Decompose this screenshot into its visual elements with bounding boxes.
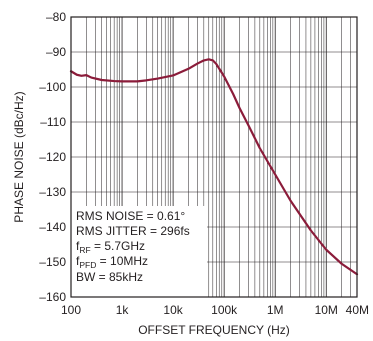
x-tick-label: 40M: [346, 303, 369, 317]
annotation-box: RMS NOISE = 0.61° RMS JITTER = 296fs fRF…: [71, 206, 207, 297]
bw-label: BW = 85kHz: [76, 270, 143, 284]
rms-noise-label: RMS NOISE = 0.61°: [76, 209, 185, 223]
y-tick-label: –90: [46, 45, 66, 59]
plot-frame: [70, 16, 358, 298]
fpfd-subscript: PFD: [79, 260, 96, 270]
y-tick-label: –100: [39, 80, 66, 94]
y-tick-label: –150: [39, 255, 66, 269]
fpfd-value: = 10MHz: [96, 254, 148, 268]
x-tick-label: 10M: [315, 303, 338, 317]
annotation-background: [71, 206, 207, 297]
series-group: [69, 58, 359, 276]
x-tick-labels: 100 1k 10k 100k 1M 10M 40M: [61, 303, 369, 317]
x-tick-label: 10k: [163, 303, 183, 317]
y-tick-labels: –80 –90 –100 –110 –120 –130 –140 –150 –160: [39, 10, 66, 304]
frf-label: fRF = 5.7GHz: [76, 239, 145, 255]
frf-subscript: RF: [79, 245, 90, 255]
rms-jitter-label: RMS JITTER = 296fs: [76, 224, 190, 238]
x-tick-label: 100k: [211, 303, 238, 317]
frf-value: = 5.7GHz: [91, 239, 145, 253]
y-tick-label: –130: [39, 185, 66, 199]
fpfd-f: f: [76, 254, 80, 268]
x-axis-title: OFFSET FREQUENCY (Hz): [138, 323, 290, 337]
fpfd-label: fPFD = 10MHz: [76, 254, 148, 270]
y-tick-label: –140: [39, 220, 66, 234]
frf-f: f: [76, 239, 80, 253]
y-tick-label: –160: [39, 290, 66, 304]
phase-noise-series-line: [69, 58, 359, 276]
y-tick-label: –110: [40, 115, 66, 129]
x-tick-label: 100: [61, 303, 81, 317]
x-tick-label: 1M: [267, 303, 284, 317]
x-tick-label: 1k: [116, 303, 130, 317]
y-axis-title: PHASE NOISE (dBc/Hz): [12, 91, 26, 222]
y-tick-label: –80: [46, 10, 66, 24]
y-tick-label: –120: [39, 150, 66, 164]
